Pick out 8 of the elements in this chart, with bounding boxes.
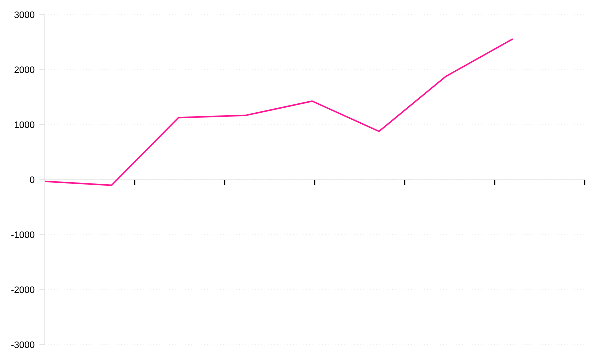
y-tick-label: 1000 <box>14 122 35 128</box>
y-tick-label: 2000 <box>14 66 35 74</box>
y-tick-label: -3000 <box>12 342 35 348</box>
y-tick-label: 0 <box>30 176 35 184</box>
y-tick-label: -1000 <box>12 232 35 238</box>
line-series <box>45 38 514 186</box>
y-tick-label: -2000 <box>12 286 35 294</box>
y-tick-label: 3000 <box>14 12 35 18</box>
